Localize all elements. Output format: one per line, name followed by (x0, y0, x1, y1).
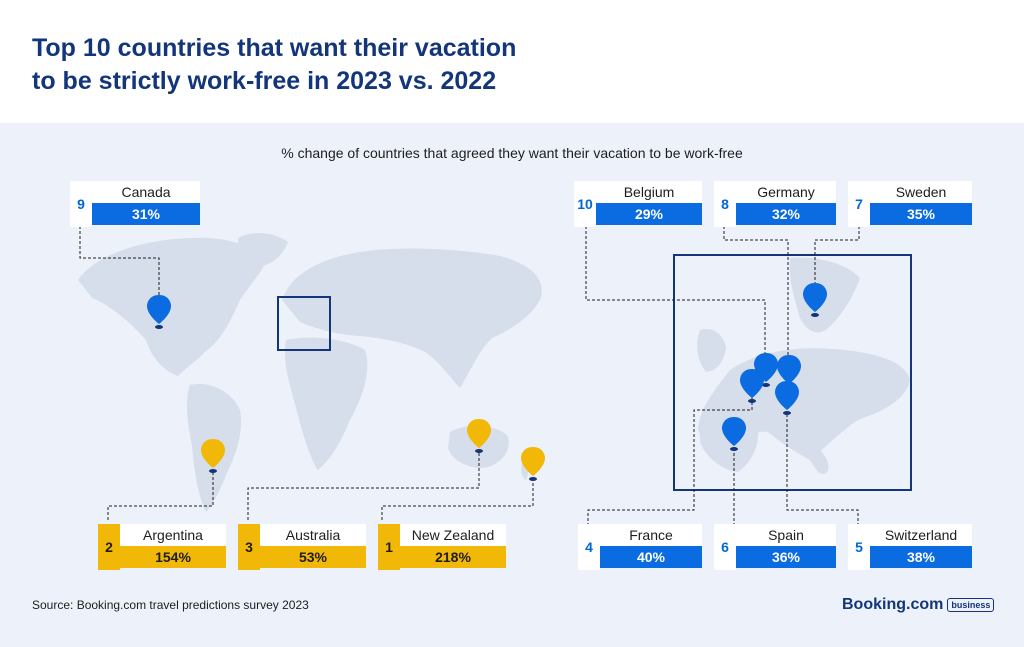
rank-label: 2 (98, 524, 120, 570)
location-pins (147, 283, 827, 481)
rank-label: 6 (714, 524, 736, 570)
pin-spain (722, 417, 746, 451)
value-label: 40% (600, 546, 702, 568)
leader-switzerland (786, 412, 859, 526)
africa-shape (284, 337, 368, 470)
pin-argentina (201, 439, 225, 473)
booking-logo: Booking.com business (842, 596, 995, 614)
card-switzerland: 5 Switzerland 38% (848, 524, 972, 570)
value-label: 154% (120, 546, 226, 568)
rank-label: 4 (578, 524, 600, 570)
europe-inset-frame (673, 254, 912, 491)
country-name: Belgium (596, 181, 702, 203)
greenland-shape (238, 233, 288, 267)
pin-canada (147, 295, 171, 329)
value-label: 29% (596, 203, 702, 225)
italy-shape (790, 412, 829, 475)
country-name: New Zealand (400, 524, 506, 546)
pin-sweden (803, 283, 827, 317)
pin-australia (467, 419, 491, 453)
leader-argentina (107, 472, 214, 520)
pin-switzerland (775, 381, 799, 415)
leader-belgium (585, 226, 766, 356)
value-label: 32% (736, 203, 836, 225)
card-sweden: 7 Sweden 35% (848, 181, 972, 227)
europe-inset (697, 257, 910, 475)
rank-label: 8 (714, 181, 736, 227)
rank-label: 10 (574, 181, 596, 227)
world-land (78, 233, 542, 512)
country-name: Canada (92, 181, 200, 203)
logo-tag: business (947, 598, 995, 612)
country-name: Germany (736, 181, 836, 203)
card-belgium: 10 Belgium 29% (574, 181, 702, 227)
card-canada: 9 Canada 31% (70, 181, 200, 227)
card-argentina: 2 Argentina 154% (98, 524, 226, 570)
value-label: 35% (870, 203, 972, 225)
leader-canada (79, 226, 160, 296)
logo-brand: Booking.com (842, 596, 944, 613)
pin-france (740, 369, 764, 403)
card-germany: 8 Germany 32% (714, 181, 836, 227)
rank-label: 5 (848, 524, 870, 570)
chart-subtitle: % change of countries that agreed they w… (281, 145, 743, 161)
page-title: Top 10 countries that want their vacatio… (32, 34, 517, 95)
rank-label: 9 (70, 181, 92, 227)
country-name: Spain (736, 524, 836, 546)
value-label: 38% (870, 546, 972, 568)
leader-australia (247, 452, 480, 520)
europe-highlight-box (277, 296, 331, 351)
country-name: Argentina (120, 524, 226, 546)
card-new-zealand: 1 New Zealand 218% (378, 524, 506, 570)
rank-label: 7 (848, 181, 870, 227)
value-label: 36% (736, 546, 836, 568)
leader-germany (723, 226, 789, 358)
leader-france (587, 382, 753, 526)
source-note: Source: Booking.com travel predictions s… (32, 598, 309, 612)
card-france: 4 France 40% (578, 524, 702, 570)
leader-sweden (814, 226, 860, 288)
value-label: 31% (92, 203, 200, 225)
pin-new-zealand (521, 447, 545, 481)
europe-asia-shape (282, 248, 542, 388)
north-america-shape (78, 237, 268, 376)
card-spain: 6 Spain 36% (714, 524, 836, 570)
leader-new-zealand (381, 480, 534, 520)
british-isles-shape (697, 328, 726, 372)
country-name: Australia (260, 524, 366, 546)
rank-label: 3 (238, 524, 260, 570)
country-name: Sweden (870, 181, 972, 203)
value-label: 218% (400, 546, 506, 568)
leader-lines (79, 226, 860, 526)
card-australia: 3 Australia 53% (238, 524, 366, 570)
country-name: France (600, 524, 702, 546)
rank-label: 1 (378, 524, 400, 570)
value-label: 53% (260, 546, 366, 568)
country-name: Switzerland (870, 524, 972, 546)
